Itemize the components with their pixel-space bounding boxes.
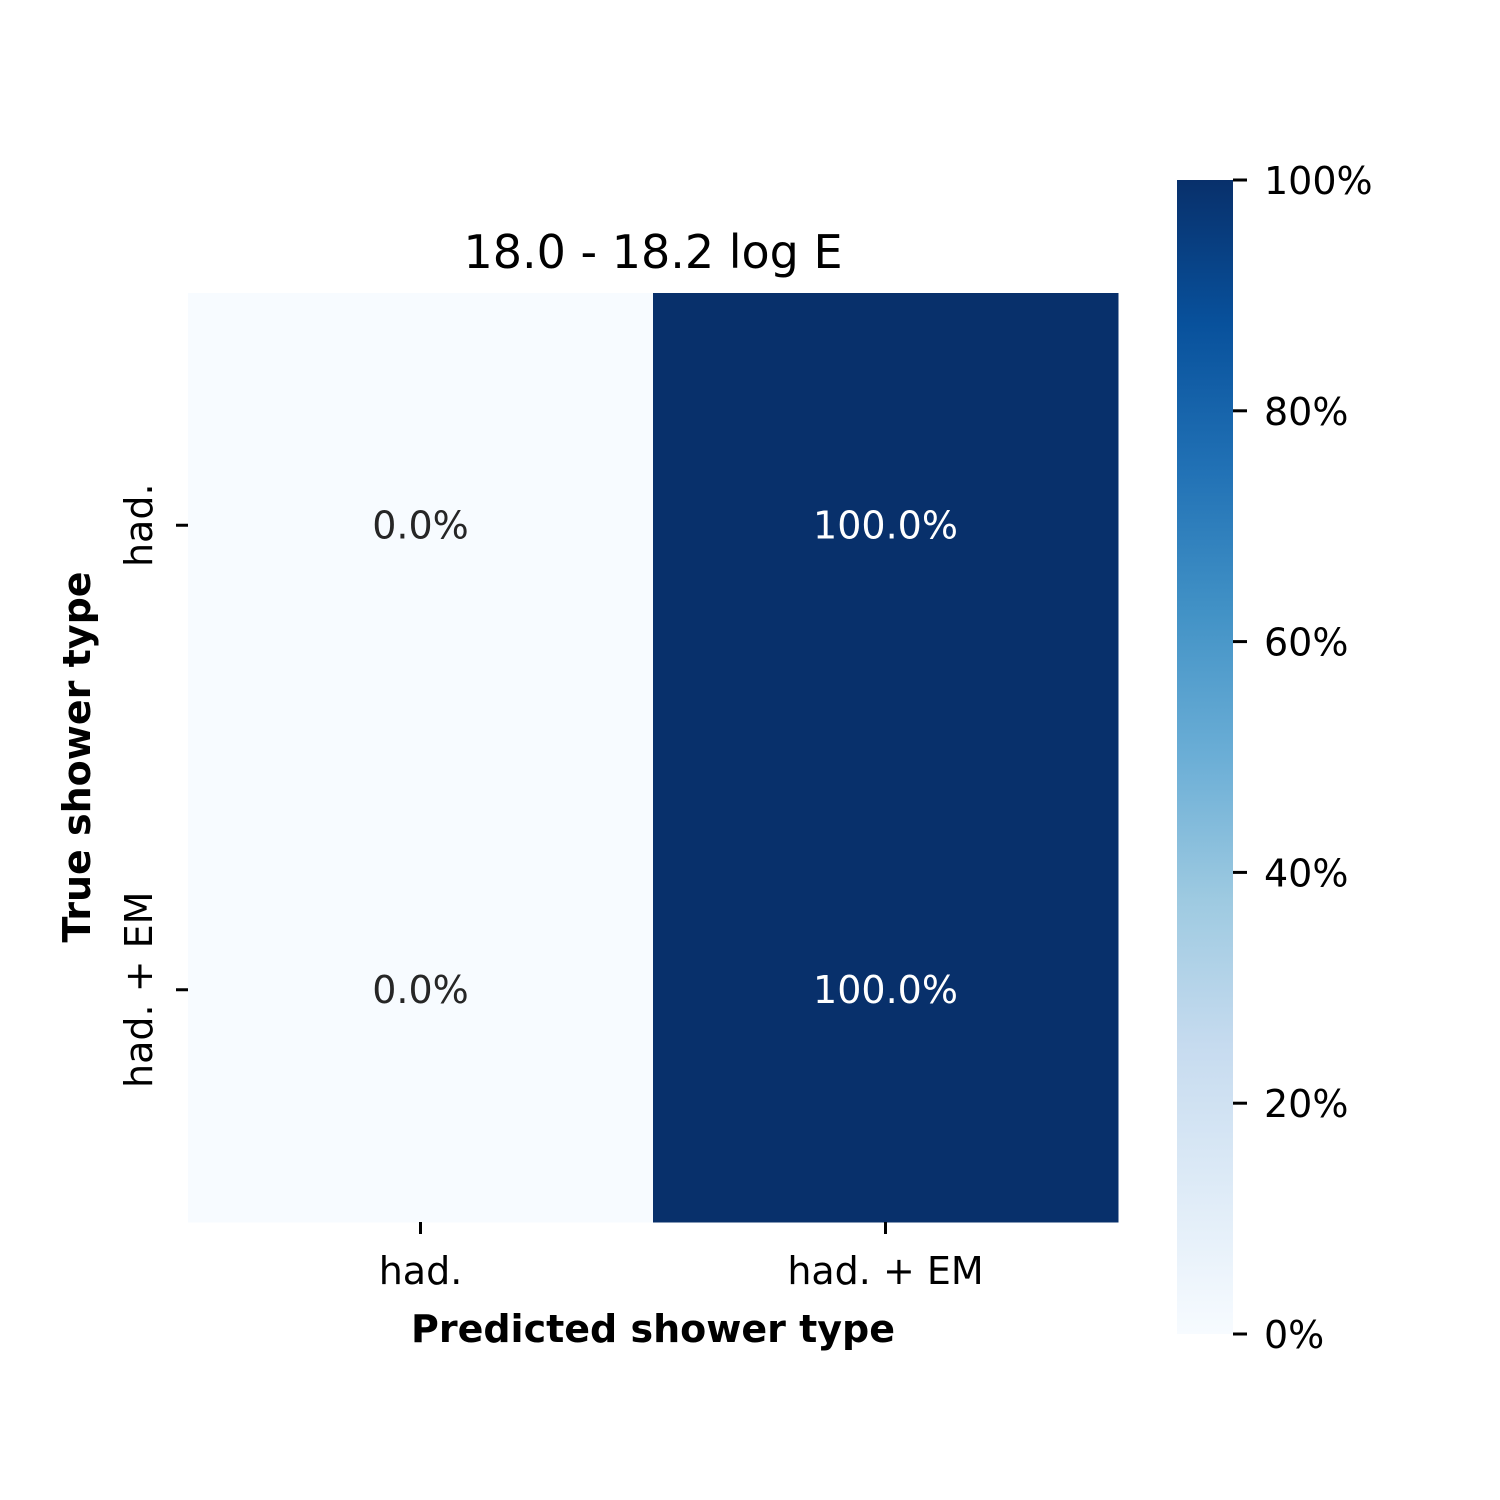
heatmap-cell-labels: 0.0% 100.0% 0.0% 100.0% <box>372 503 958 1012</box>
colorbar-tick-label: 100% <box>1264 159 1373 203</box>
colorbar-tick-label: 40% <box>1264 851 1348 895</box>
x-tick-label: had. <box>379 1249 463 1293</box>
y-tick-label: had. <box>117 483 161 567</box>
x-axis-label: Predicted shower type <box>411 1307 895 1351</box>
cell-value-label: 100.0% <box>813 968 958 1012</box>
y-tick-label: had. + EM <box>117 892 161 1088</box>
x-axis-ticks: had. had. + EM <box>379 1222 984 1293</box>
cell-value-label: 0.0% <box>372 503 469 547</box>
heatmap-cell <box>188 757 654 1223</box>
heatmap-cell <box>653 293 1119 758</box>
colorbar-tick-label: 0% <box>1264 1313 1324 1357</box>
colorbar-tick-label: 60% <box>1264 621 1348 665</box>
y-axis-label: True shower type <box>55 571 99 942</box>
colorbar-ticks: 0% 20% 40% 60% 80% 100% <box>1233 159 1373 1357</box>
heatmap-cells <box>188 293 1119 1223</box>
cell-value-label: 100.0% <box>813 503 958 547</box>
colorbar-tick-label: 80% <box>1264 390 1348 434</box>
x-tick-label: had. + EM <box>787 1249 983 1293</box>
heatmap-cell <box>653 757 1119 1223</box>
chart-title: 18.0 - 18.2 log E <box>463 225 842 279</box>
colorbar-tick-label: 20% <box>1264 1082 1348 1126</box>
heatmap-cell <box>188 293 654 758</box>
y-axis-ticks: had. had. + EM <box>117 483 188 1088</box>
colorbar <box>1177 180 1233 1334</box>
cell-value-label: 0.0% <box>372 968 469 1012</box>
